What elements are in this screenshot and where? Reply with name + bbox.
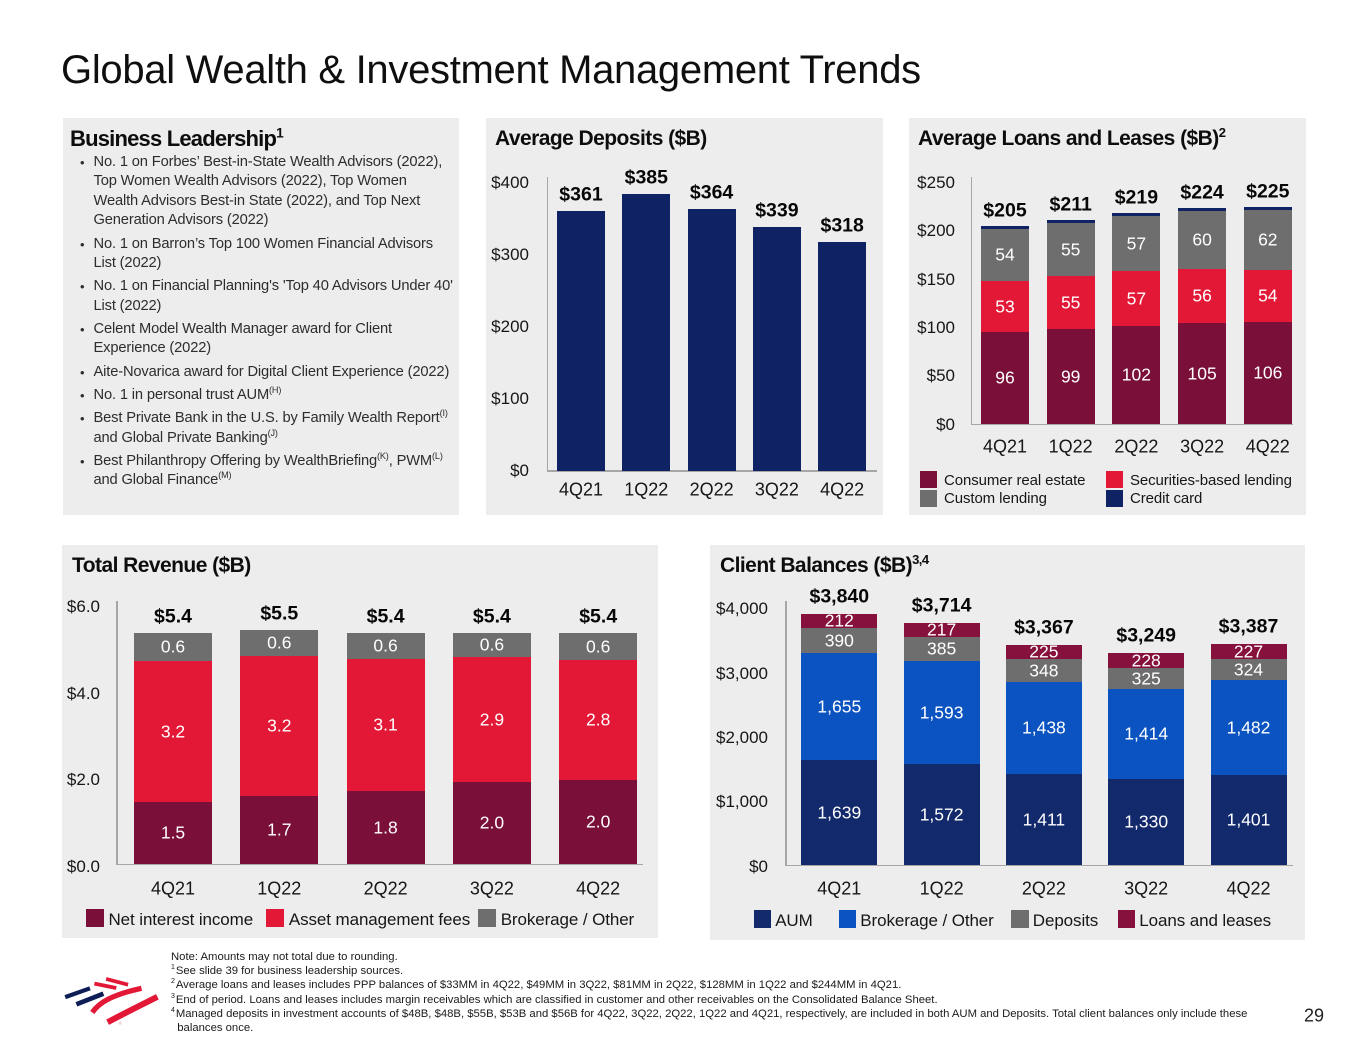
- svg-text:®: ®: [119, 1020, 123, 1026]
